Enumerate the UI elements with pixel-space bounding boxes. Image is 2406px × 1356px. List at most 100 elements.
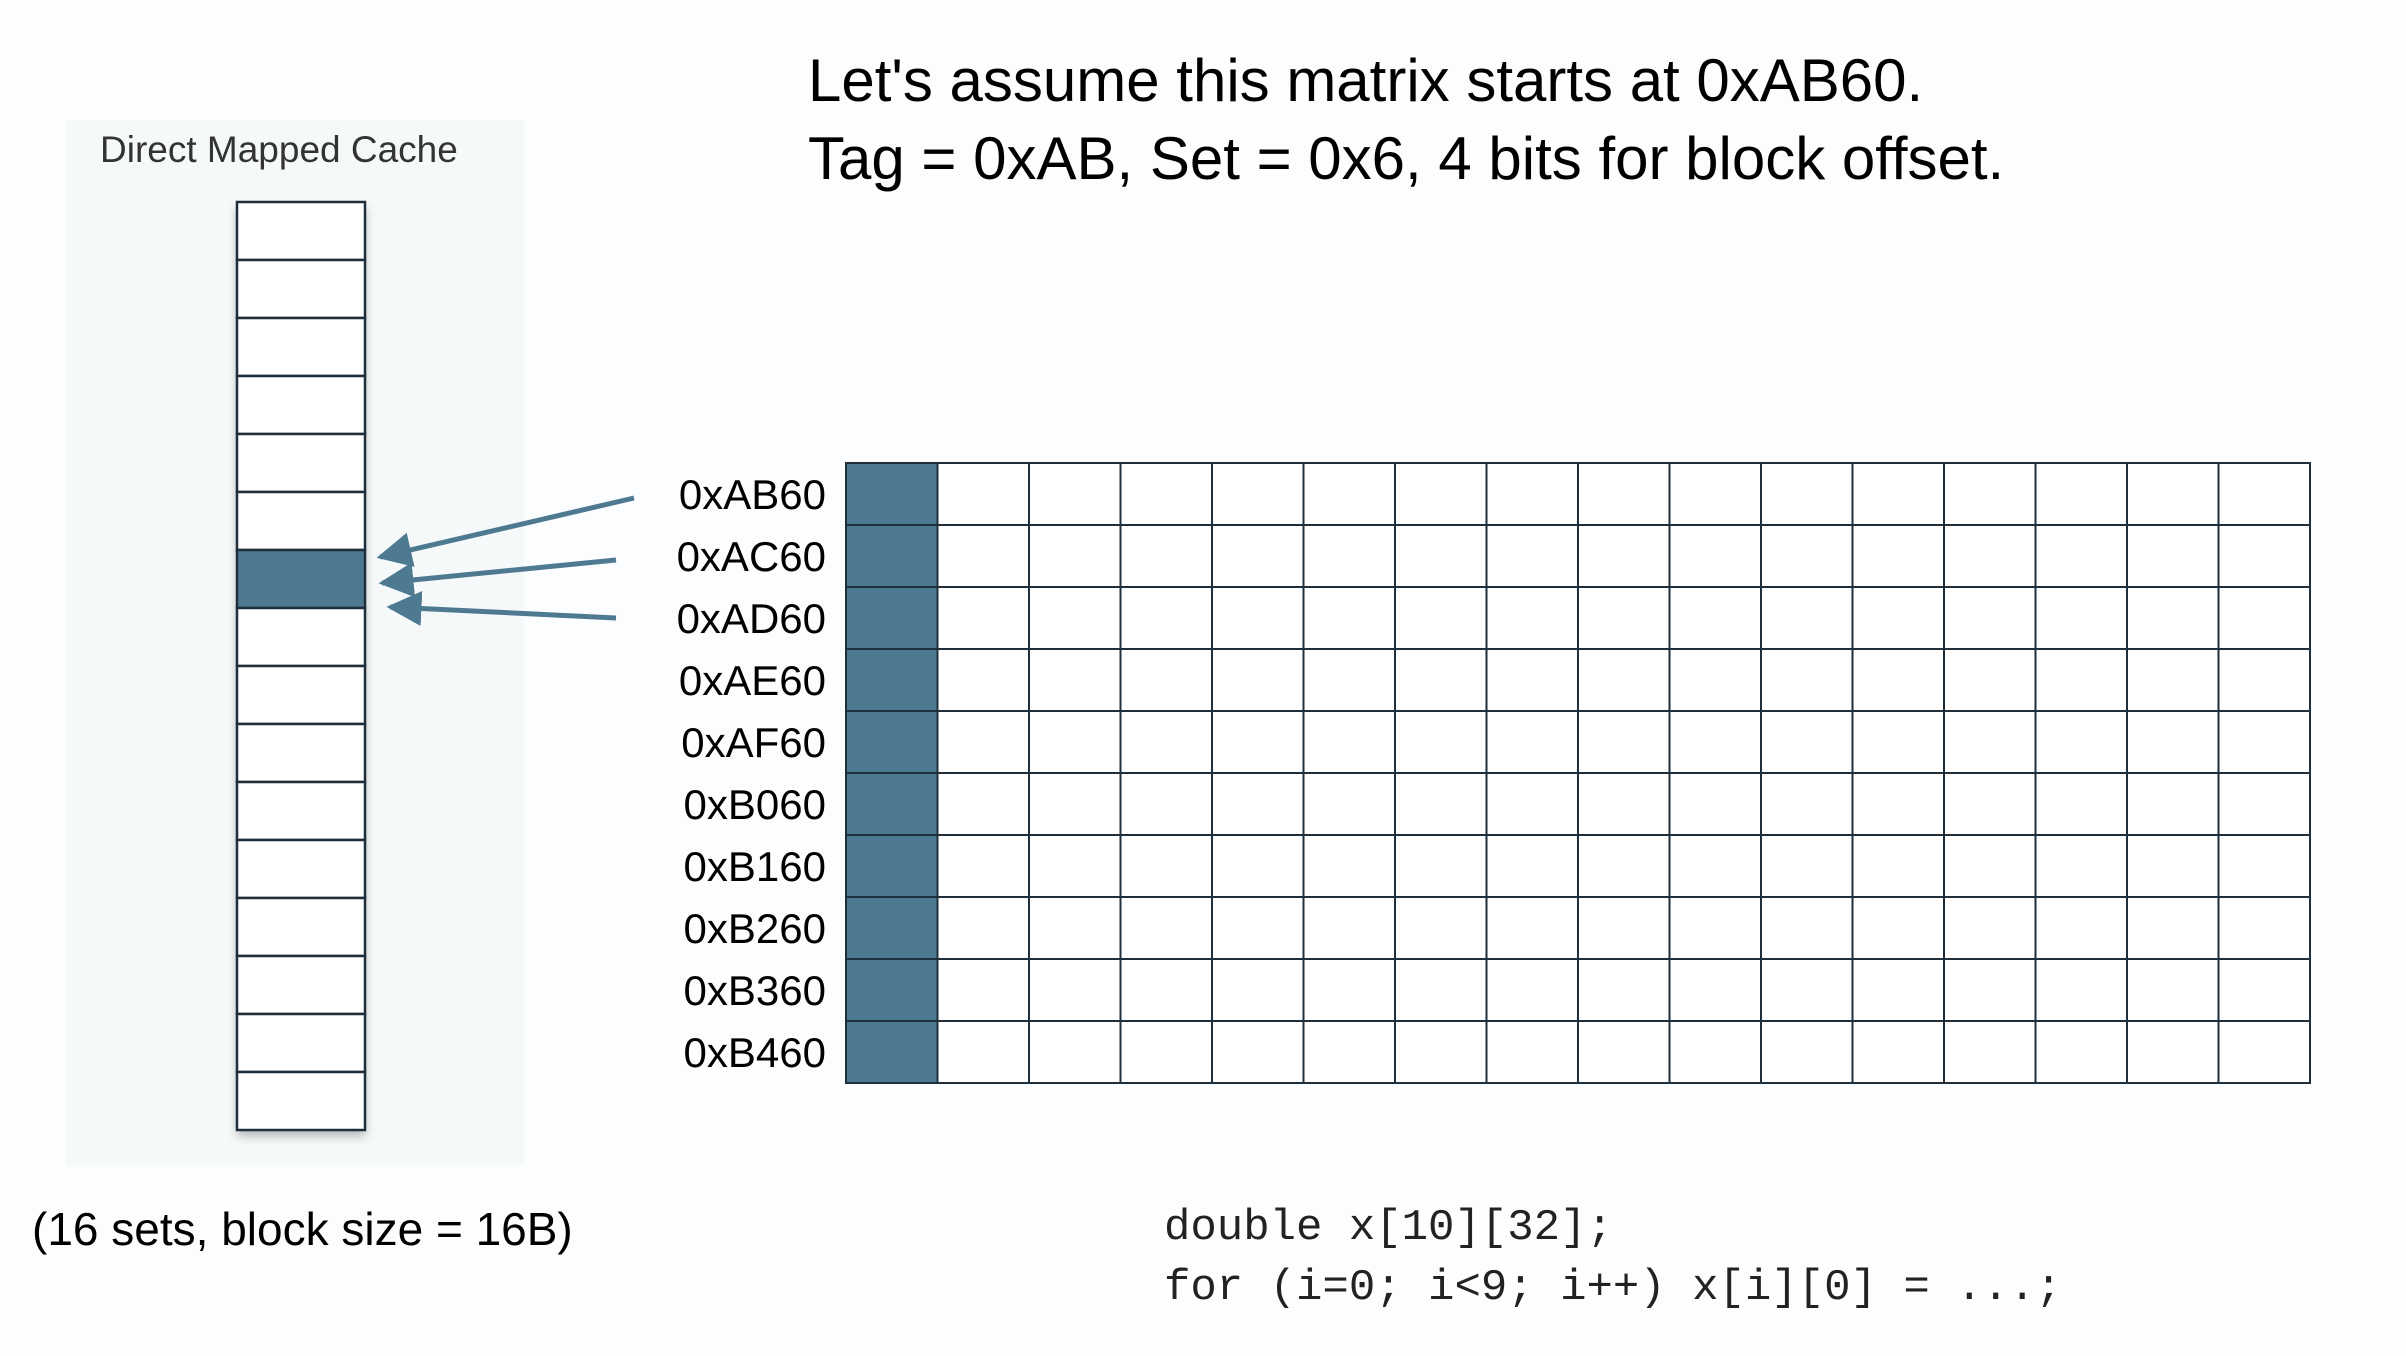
matrix-cell [2217,462,2311,526]
matrix-cell [1851,958,1945,1022]
matrix-cell [1485,834,1579,898]
matrix-cell [1577,772,1671,836]
matrix-cell [2126,958,2220,1022]
matrix-cell [1211,524,1305,588]
matrix-grid [845,462,2311,1084]
matrix-cell [1302,1020,1396,1084]
matrix-cell [1760,958,1854,1022]
matrix-cell-highlighted [845,896,939,960]
matrix-cell-highlighted [845,710,939,774]
matrix-cell [1943,462,2037,526]
matrix-cell [1577,1020,1671,1084]
matrix-cell [1943,586,2037,650]
matrix-cell [1485,710,1579,774]
matrix-cell [2217,1020,2311,1084]
mapping-arrows [376,495,635,627]
matrix-cell [1211,710,1305,774]
matrix-cell [1394,1020,1488,1084]
matrix-cell [1760,648,1854,712]
matrix-cell [2034,896,2128,960]
matrix-cell [2034,772,2128,836]
matrix-cell [1943,524,2037,588]
cache-set [235,200,367,262]
code-line-2: for (i=0; i<9; i++) x[i][0] = ...; [1164,1263,2062,1313]
matrix-cell [1760,524,1854,588]
matrix-cell [936,958,1030,1022]
matrix-cell [2217,834,2311,898]
matrix-cell [1302,462,1396,526]
matrix-cell [1943,772,2037,836]
matrix-cell-highlighted [845,586,939,650]
matrix-cell [1851,462,1945,526]
matrix-cell [1668,834,1762,898]
matrix-cell [1760,834,1854,898]
matrix-cell [1028,462,1122,526]
cache-set [235,606,367,668]
cache-set [235,722,367,784]
matrix-cell [1485,586,1579,650]
matrix-cell [1760,462,1854,526]
matrix-cell [2034,1020,2128,1084]
matrix-cell [1485,648,1579,712]
matrix-cell [936,710,1030,774]
matrix-cell [1302,710,1396,774]
matrix-cell [1119,648,1213,712]
matrix-cell [1668,1020,1762,1084]
matrix-cell [936,1020,1030,1084]
matrix-cell [1394,772,1488,836]
matrix-cell [1577,896,1671,960]
matrix-row-label: 0xAB60 [679,471,826,518]
matrix-cell [1485,896,1579,960]
matrix-cell [1943,1020,2037,1084]
matrix-cell [1668,958,1762,1022]
mapping-arrow [386,591,617,627]
cache-set [235,316,367,378]
matrix-cell [1851,524,1945,588]
matrix-cell [2217,710,2311,774]
matrix-cell [1211,648,1305,712]
cache-set [235,896,367,958]
matrix-cell [1577,710,1671,774]
matrix-row-label: 0xB160 [684,843,826,890]
matrix-cell [1577,958,1671,1022]
matrix-row-label: 0xAE60 [679,657,826,704]
matrix-cell-highlighted [845,524,939,588]
matrix-cell [936,462,1030,526]
cache-set [235,838,367,900]
matrix-cell [1302,586,1396,650]
code-line-1: double x[10][32]; [1164,1203,1613,1253]
matrix-cell [2126,834,2220,898]
matrix-cell [1394,586,1488,650]
matrix-cell [2126,648,2220,712]
matrix-cell-highlighted [845,1020,939,1084]
matrix-row-label: 0xB060 [684,781,826,828]
cache-set-highlighted [235,548,367,610]
matrix-cell [1760,586,1854,650]
matrix-cell [2126,462,2220,526]
matrix-cell [1302,958,1396,1022]
matrix-cell [1394,834,1488,898]
matrix-cell [1028,524,1122,588]
matrix-cell [1028,834,1122,898]
matrix-cell [1485,958,1579,1022]
cache-set [235,1012,367,1074]
matrix-cell [1119,462,1213,526]
matrix-cell [1119,586,1213,650]
matrix-cell [1302,772,1396,836]
matrix-cell [1302,648,1396,712]
matrix-cell [2034,710,2128,774]
matrix-cell [1851,834,1945,898]
matrix-cell [1943,834,2037,898]
matrix-cell [2217,524,2311,588]
matrix-row-label: 0xB260 [684,905,826,952]
matrix-cell [1394,896,1488,960]
matrix-cell [1760,710,1854,774]
matrix-cell-highlighted [845,462,939,526]
matrix-cell [1485,524,1579,588]
matrix-cell [1119,710,1213,774]
matrix-cell [1028,772,1122,836]
matrix-cell [1668,896,1762,960]
matrix-cell [1394,524,1488,588]
matrix-cell [1760,772,1854,836]
